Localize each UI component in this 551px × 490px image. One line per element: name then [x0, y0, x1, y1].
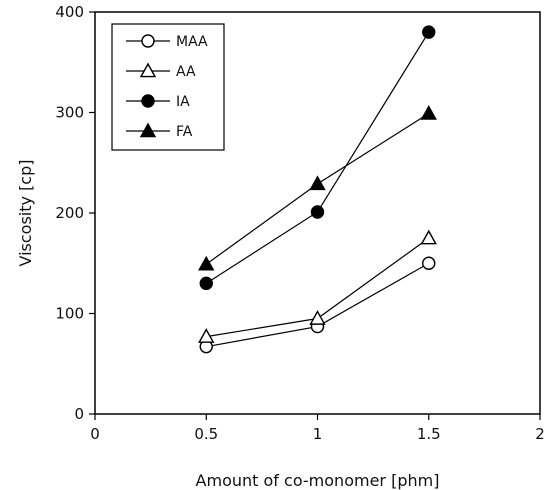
legend-label-fa: FA [176, 124, 193, 140]
legend-label-maa: MAA [176, 34, 208, 50]
series-maa [199, 256, 436, 354]
x-tick-label: 1 [313, 425, 323, 443]
data-point-ia [310, 205, 325, 219]
legend-marker-fa [139, 122, 157, 138]
legend-label-aa: AA [176, 64, 196, 80]
series-line-ia [205, 31, 430, 284]
legend-box [111, 23, 225, 151]
data-point-fa [198, 255, 215, 271]
legend-item-ia: IA [126, 94, 190, 110]
legend-item-aa: AA [126, 62, 196, 80]
y-tick-label: 400 [55, 3, 84, 21]
data-point-aa [198, 328, 215, 343]
series-fa [198, 105, 437, 271]
legend-item-fa: FA [126, 122, 193, 140]
data-point-fa [309, 175, 326, 191]
data-point-fa [420, 105, 437, 120]
y-tick-label: 100 [55, 305, 84, 323]
x-axis-label: Amount of co-monomer [phm] [196, 471, 440, 490]
legend: MAA AA IA FA [111, 23, 225, 151]
y-tick-label: 0 [74, 405, 84, 423]
x-tick-label: 0 [90, 425, 100, 443]
series-aa [198, 229, 437, 343]
series-line-maa [206, 262, 430, 348]
x-tick-label: 2 [535, 425, 545, 443]
data-point-ia [199, 276, 213, 291]
y-tick-label: 300 [55, 104, 84, 122]
legend-marker-ia [141, 94, 155, 108]
series-layer [198, 25, 437, 354]
legend-item-maa: MAA [126, 34, 208, 50]
series-ia [199, 25, 436, 291]
data-point-maa [422, 256, 436, 270]
legend-marker-maa [141, 34, 155, 48]
axis-ticks: 0 0.5 1 1.5 2 0 100 200 300 400 [55, 3, 544, 443]
legend-marker-aa [139, 62, 157, 78]
data-point-aa [420, 229, 437, 245]
legend-label-ia: IA [176, 94, 190, 110]
data-point-ia [422, 25, 436, 39]
x-tick-label: 1.5 [417, 425, 441, 443]
x-tick-label: 0.5 [194, 425, 218, 443]
y-tick-label: 200 [55, 204, 84, 222]
y-axis-label: Viscosity [cp] [16, 159, 35, 266]
data-point-aa [309, 310, 326, 325]
